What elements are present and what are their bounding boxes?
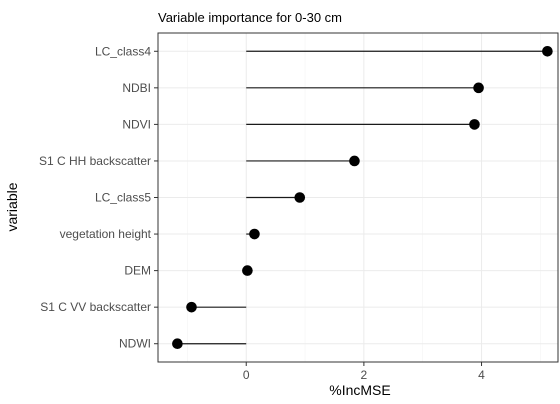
lollipop-point xyxy=(294,192,306,203)
lollipop-point xyxy=(242,265,253,276)
lollipop-point xyxy=(249,228,260,240)
x-tick-label: 2 xyxy=(361,368,368,382)
lollipop-point xyxy=(469,119,480,130)
y-tick-label: NDBI xyxy=(122,81,151,95)
lollipop-point xyxy=(172,338,183,350)
x-tick-label: 0 xyxy=(243,368,250,382)
lollipop-point xyxy=(186,301,197,313)
x-axis: 0 2 4 xyxy=(243,362,485,382)
lollipop-point xyxy=(473,82,484,94)
x-tick-label: 4 xyxy=(478,368,485,382)
x-axis-title: %IncMSE xyxy=(329,382,390,398)
lollipop-point xyxy=(542,45,553,57)
grid xyxy=(158,33,558,362)
points xyxy=(172,45,553,350)
y-axis: LC_class4 NDBI NDVI S1 C HH backscatter LC_c… xyxy=(39,44,158,351)
y-tick-label: NDWI xyxy=(119,337,151,351)
y-tick-label: DEM xyxy=(124,264,151,278)
chart-title: Variable importance for 0-30 cm xyxy=(158,10,342,25)
y-axis-title: variable xyxy=(4,182,20,231)
y-tick-label: LC_class5 xyxy=(95,191,151,205)
y-tick-label: S1 C VV backscatter xyxy=(40,300,151,314)
y-tick-label: LC_class4 xyxy=(95,44,151,58)
y-tick-label: S1 C HH backscatter xyxy=(39,154,151,168)
lollipop-point xyxy=(349,155,360,167)
y-tick-label: NDVI xyxy=(122,117,151,131)
y-tick-label: vegetation height xyxy=(60,227,152,241)
